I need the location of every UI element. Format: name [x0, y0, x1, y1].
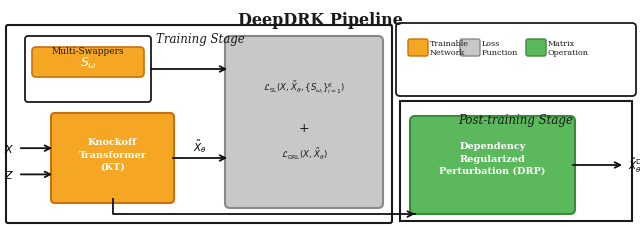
- Text: $\mathcal{L}_{\mathrm{DRL}}(X, \tilde{X}_\theta)$: $\mathcal{L}_{\mathrm{DRL}}(X, \tilde{X}…: [280, 146, 328, 161]
- FancyBboxPatch shape: [51, 114, 174, 203]
- FancyBboxPatch shape: [25, 37, 151, 103]
- Text: $\tilde{X}_\theta^{\mathrm{DRP}}$: $\tilde{X}_\theta^{\mathrm{DRP}}$: [628, 156, 640, 174]
- Text: Matrix
Operation: Matrix Operation: [548, 40, 589, 57]
- Text: Multi-Swappers: Multi-Swappers: [52, 47, 124, 56]
- FancyBboxPatch shape: [400, 101, 632, 221]
- Text: Post-training Stage: Post-training Stage: [459, 114, 573, 126]
- Text: $\tilde{X}_\theta$: $\tilde{X}_\theta$: [193, 138, 207, 154]
- FancyBboxPatch shape: [32, 48, 144, 78]
- FancyBboxPatch shape: [396, 24, 636, 96]
- Text: $S_\omega$: $S_\omega$: [79, 55, 97, 70]
- FancyBboxPatch shape: [410, 116, 575, 214]
- Text: DeepDRK Pipeline: DeepDRK Pipeline: [237, 12, 403, 29]
- Text: $\mathcal{L}_{\mathrm{SL}}(X, \tilde{X}_\theta, \{S_{\omega_i}\}_{i=1}^K)$: $\mathcal{L}_{\mathrm{SL}}(X, \tilde{X}_…: [263, 80, 345, 96]
- Text: $Z$: $Z$: [4, 169, 14, 181]
- Text: $X$: $X$: [4, 143, 14, 155]
- Text: Dependency
Regularized
Perturbation (DRP): Dependency Regularized Perturbation (DRP…: [439, 141, 546, 175]
- FancyBboxPatch shape: [408, 40, 428, 57]
- FancyBboxPatch shape: [526, 40, 546, 57]
- FancyBboxPatch shape: [225, 37, 383, 208]
- Text: Knockoff
Transformer
(KT): Knockoff Transformer (KT): [79, 137, 147, 171]
- FancyBboxPatch shape: [6, 26, 392, 223]
- FancyBboxPatch shape: [460, 40, 480, 57]
- Text: Training Stage: Training Stage: [156, 33, 244, 46]
- Text: Loss
Function: Loss Function: [482, 40, 518, 57]
- Text: $+$: $+$: [298, 121, 310, 134]
- Text: Trainable
Network: Trainable Network: [430, 40, 469, 57]
